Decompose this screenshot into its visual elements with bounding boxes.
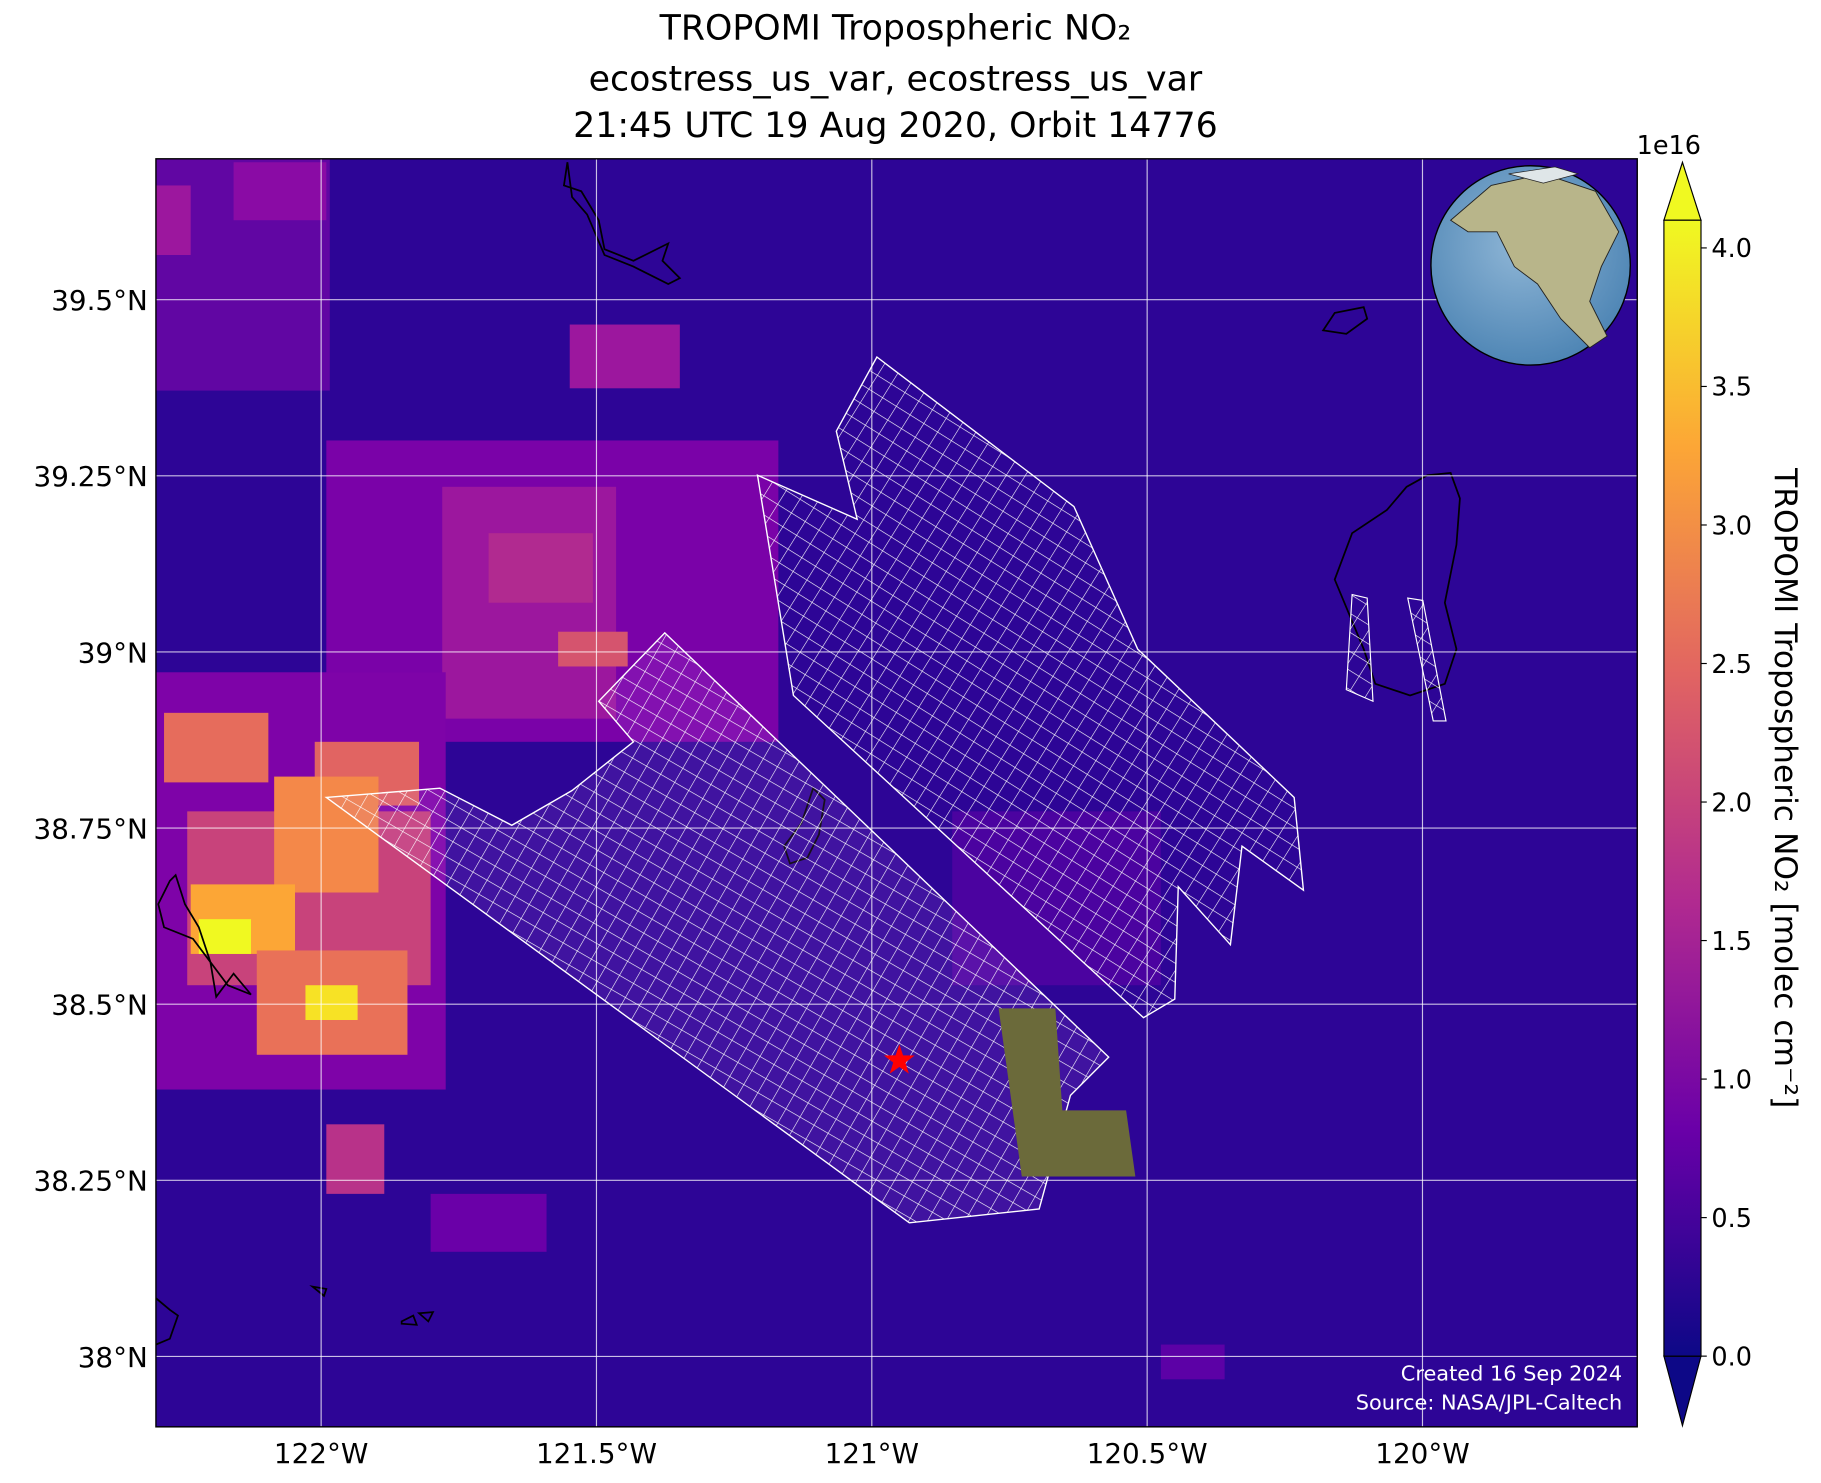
colorbar-extend-high — [1663, 160, 1702, 221]
colorbar-tick-label: 3.0 — [1711, 511, 1752, 541]
x-tick-label: 121.5°W — [536, 1437, 657, 1470]
colorbar-tick-label: 1.5 — [1711, 927, 1752, 957]
y-tick-label: 39°N — [78, 636, 148, 669]
x-tick-label: 120°W — [1375, 1437, 1469, 1470]
imagery-tile — [998, 1008, 1136, 1177]
x-tick-label: 120.5°W — [1087, 1437, 1208, 1470]
site-marker — [883, 1044, 915, 1074]
y-tick-label: 38.5°N — [51, 989, 148, 1022]
ecostress-swaths — [324, 355, 1447, 1224]
colorbar-tick-label: 2.5 — [1711, 650, 1752, 680]
map-subtitle: 21:45 UTC 19 Aug 2020, Orbit 14776 — [573, 106, 1218, 146]
y-tick-label: 39.25°N — [34, 460, 148, 493]
colorbar-tick-label: 0.5 — [1711, 1204, 1752, 1234]
y-tick-label: 39.5°N — [51, 284, 148, 317]
y-tick-label: 38°N — [78, 1341, 148, 1374]
colorbar-label: TROPOMI Tropospheric NO₂ [molec cm⁻²] — [1767, 467, 1803, 1108]
x-tick-label: 122°W — [274, 1437, 368, 1470]
colorbar-tick-label: 3.5 — [1711, 373, 1752, 403]
colorbar-tick-label: 4.0 — [1711, 234, 1752, 264]
map-title: TROPOMI Tropospheric NO₂ — [659, 8, 1132, 48]
y-tick-label: 38.25°N — [34, 1165, 148, 1198]
globe-inset — [1430, 165, 1631, 366]
map-frame — [155, 158, 1638, 1428]
colorbar-tick-label: 0.0 — [1711, 1342, 1752, 1372]
y-tick-label: 38.75°N — [34, 812, 148, 845]
grid — [155, 158, 1638, 1427]
annotation: Created 16 Sep 2024 — [1401, 1361, 1622, 1385]
annotation: Source: NASA/JPL-Caltech — [1356, 1390, 1622, 1414]
map-subtitle: ecostress_us_var, ecostress_us_var — [589, 59, 1203, 99]
x-tick-label: 121°W — [825, 1437, 919, 1470]
colorbar-tick-label: 2.0 — [1711, 788, 1752, 818]
map-area — [155, 158, 1638, 1427]
colorbar — [1663, 219, 1702, 1357]
colorbar-extend-low — [1663, 1355, 1702, 1428]
colorbar-tick-label: 1.0 — [1711, 1065, 1752, 1095]
colorbar-exponent: 1e16 — [1637, 131, 1701, 161]
